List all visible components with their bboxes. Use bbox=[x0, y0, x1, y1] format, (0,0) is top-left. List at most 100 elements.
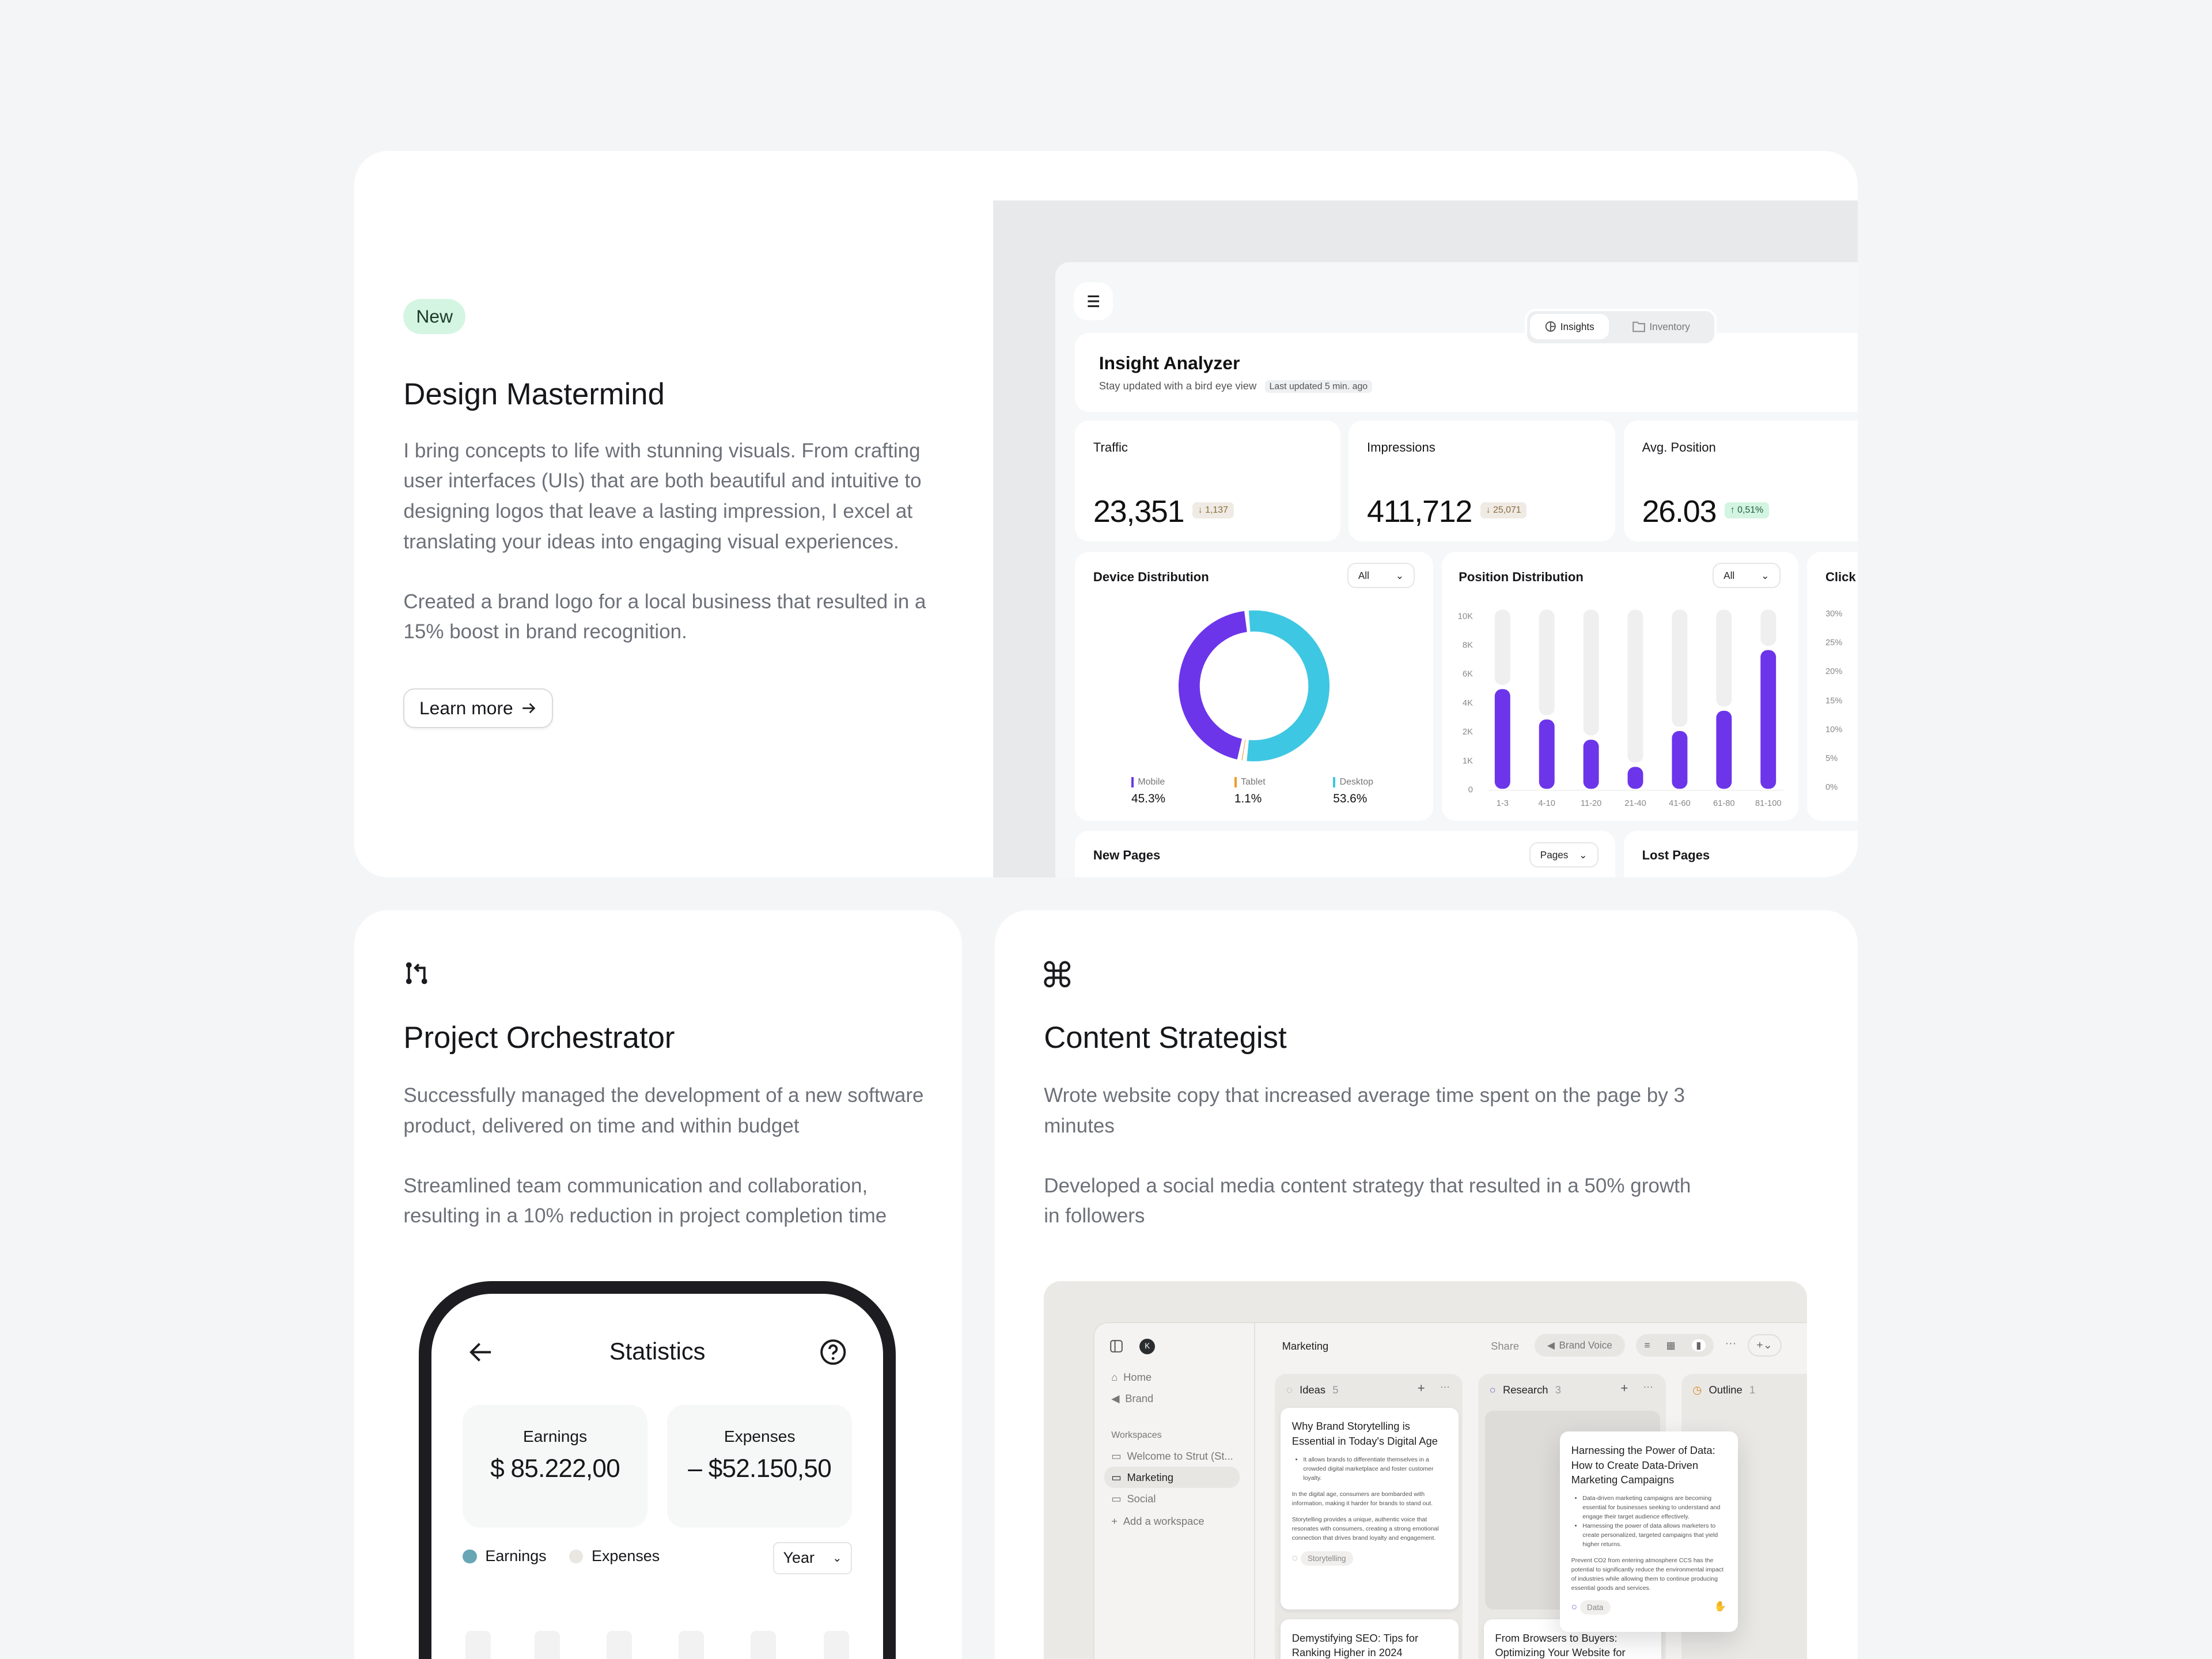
column-name: Research bbox=[1502, 1383, 1548, 1396]
pages-filter-select[interactable]: Pages ⌄ bbox=[1529, 842, 1599, 868]
delta-value: 0,51% bbox=[1737, 505, 1764, 515]
position-filter-select[interactable]: All ⌄ bbox=[1713, 563, 1781, 589]
more-options-icon[interactable]: ··· bbox=[1440, 1381, 1450, 1393]
y-tick-label: 10K bbox=[1458, 612, 1473, 621]
column-header: ◷ Outline 1 bbox=[1692, 1384, 1755, 1396]
workspace-item-marketing[interactable]: ▭ Marketing bbox=[1111, 1471, 1173, 1484]
column-count: 1 bbox=[1749, 1383, 1756, 1396]
dragged-kanban-card[interactable]: Harnessing the Power of Data: How to Cre… bbox=[1560, 1431, 1738, 1632]
donut-slice-desktop bbox=[1247, 610, 1330, 762]
add-card-icon[interactable]: + bbox=[1620, 1381, 1628, 1396]
chevron-down-icon: ⌄ bbox=[1579, 849, 1588, 861]
y-tick-label: 0% bbox=[1825, 783, 1838, 793]
period-select[interactable]: Year ⌄ bbox=[772, 1541, 853, 1574]
kanban-card[interactable]: Demystifying SEO: Tips for Ranking Highe… bbox=[1281, 1619, 1459, 1659]
device-filter-select[interactable]: All ⌄ bbox=[1347, 563, 1415, 589]
kpi-value: 411,712 bbox=[1367, 494, 1472, 529]
legend-value: 1.1% bbox=[1234, 791, 1262, 805]
y-tick-label: 25% bbox=[1825, 638, 1843, 648]
subtitle-text: Stay updated with a bird eye view bbox=[1099, 379, 1257, 392]
sidebar-item-brand[interactable]: ◀ Brand bbox=[1111, 1392, 1153, 1405]
add-workspace-button[interactable]: + Add a workspace bbox=[1111, 1515, 1204, 1528]
share-button[interactable]: Share bbox=[1491, 1340, 1520, 1353]
kpi-label: Avg. Position bbox=[1642, 440, 1716, 455]
add-card-icon[interactable]: + bbox=[1417, 1381, 1425, 1396]
kpi-value-row: 411,712 ↓ 25,071 bbox=[1367, 494, 1527, 529]
y-tick-label: 10% bbox=[1825, 725, 1843, 734]
card-title: New Pages bbox=[1093, 847, 1161, 862]
chart-bar-track bbox=[465, 1630, 491, 1659]
card-title: Harnessing the Power of Data: How to Cre… bbox=[1571, 1444, 1715, 1486]
card-text: Prevent CO2 from entering atmosphere CCS… bbox=[1571, 1556, 1724, 1592]
header-card: Insight Analyzer Stay updated with a bir… bbox=[1075, 332, 1858, 412]
sidebar-toggle-icon[interactable] bbox=[1110, 1340, 1123, 1353]
back-arrow-icon[interactable] bbox=[468, 1342, 493, 1363]
sidebar-item-home[interactable]: ⌂ Home bbox=[1111, 1371, 1152, 1384]
tab-insights[interactable]: Insights bbox=[1530, 314, 1609, 340]
lost-pages-card: Lost Pages bbox=[1623, 831, 1858, 878]
nav-label: Home bbox=[1123, 1370, 1152, 1383]
select-value: Pages bbox=[1540, 849, 1569, 861]
card-title: Demystifying SEO: Tips for Ranking Highe… bbox=[1291, 1631, 1419, 1659]
column-count: 5 bbox=[1332, 1383, 1339, 1396]
workspace-item[interactable]: ▭ Social bbox=[1111, 1493, 1156, 1505]
view-tabs: Insights Inventory bbox=[1525, 309, 1717, 346]
circle-icon: ○ bbox=[1571, 1600, 1577, 1612]
column-name: Ideas bbox=[1300, 1383, 1326, 1396]
dashboard-title: Insight Analyzer bbox=[1099, 353, 1240, 374]
chart-bar-track bbox=[678, 1630, 704, 1659]
help-icon[interactable] bbox=[820, 1339, 847, 1366]
plus-icon: + bbox=[1111, 1514, 1118, 1527]
grid-view-icon[interactable]: ▦ bbox=[1666, 1339, 1676, 1351]
avatar[interactable]: K bbox=[1139, 1338, 1156, 1354]
y-tick-label: 0 bbox=[1468, 785, 1473, 794]
legend-item-desktop: Desktop 53.6% bbox=[1333, 777, 1373, 805]
card-paragraph: Wrote website copy that increased averag… bbox=[1044, 1084, 1685, 1137]
y-tick-label: 30% bbox=[1825, 609, 1843, 619]
y-tick-label: 4K bbox=[1463, 698, 1473, 707]
x-tick-label: 1-3 bbox=[1497, 798, 1509, 808]
kpi-label: Impressions bbox=[1367, 440, 1435, 455]
menu-button[interactable] bbox=[1073, 282, 1113, 320]
tab-label: Inventory bbox=[1649, 320, 1690, 332]
kanban-card[interactable]: Why Brand Storytelling is Essential in T… bbox=[1281, 1407, 1459, 1609]
chart-legend: Earnings Expenses bbox=[463, 1547, 660, 1565]
new-badge: New bbox=[403, 299, 466, 335]
column-header: ○ Research 3 bbox=[1490, 1384, 1561, 1396]
bar-track bbox=[1760, 609, 1776, 646]
board-view-icon[interactable]: ▮ bbox=[1691, 1339, 1706, 1352]
card-tag: Data bbox=[1580, 1600, 1611, 1615]
tab-inventory[interactable]: Inventory bbox=[1615, 314, 1708, 339]
legend-value: 53.6% bbox=[1333, 791, 1368, 805]
bar-81-100 bbox=[1760, 649, 1776, 789]
git-pull-request-icon bbox=[406, 962, 428, 984]
legend-value: 45.3% bbox=[1131, 791, 1166, 805]
dashboard-preview: Insight Analyzer Stay updated with a bir… bbox=[993, 200, 1858, 878]
brand-voice-button[interactable]: ◀ Brand Voice bbox=[1535, 1334, 1625, 1357]
add-dropdown-button[interactable]: +⌄ bbox=[1747, 1334, 1782, 1357]
kpi-value-row: 23,351 ↓ 1,137 bbox=[1093, 494, 1234, 529]
content-strategist-card: Content Strategist Wrote website copy th… bbox=[994, 910, 1858, 1659]
bar-11-20 bbox=[1583, 739, 1599, 789]
more-options-icon[interactable]: ··· bbox=[1643, 1381, 1653, 1393]
card-title: Content Strategist bbox=[1044, 1020, 1287, 1055]
card-text: Storytelling provides a unique, authenti… bbox=[1291, 1516, 1439, 1541]
card-title: Lost Pages bbox=[1642, 847, 1710, 862]
bar-41-60 bbox=[1672, 730, 1688, 789]
legend-label: Tablet bbox=[1234, 777, 1266, 788]
card-paragraph: Streamlined team communication and colla… bbox=[403, 1174, 887, 1228]
list-view-icon[interactable]: ≡ bbox=[1644, 1339, 1650, 1351]
clicks-card: Click 30% 25% 20% 15% 10% 5% 0% bbox=[1807, 551, 1858, 821]
more-options-icon[interactable]: ··· bbox=[1725, 1337, 1737, 1350]
kpi-value: 26.03 bbox=[1642, 494, 1717, 529]
card-title: Position Distribution bbox=[1459, 570, 1584, 585]
megaphone-icon: ◀ bbox=[1111, 1392, 1120, 1404]
workspace-item[interactable]: ▭ Welcome to Strut (St... bbox=[1111, 1450, 1233, 1463]
device-distribution-card: Device Distribution All ⌄ Mobile 45.3% Tabl… bbox=[1075, 551, 1434, 821]
legend-label: Desktop bbox=[1333, 777, 1373, 788]
card-title: Design Mastermind bbox=[403, 377, 665, 411]
page-icon: ▭ bbox=[1111, 1450, 1122, 1463]
learn-more-button[interactable]: Learn more bbox=[403, 688, 553, 728]
kpi-delta-down: ↓ 25,071 bbox=[1480, 502, 1527, 518]
